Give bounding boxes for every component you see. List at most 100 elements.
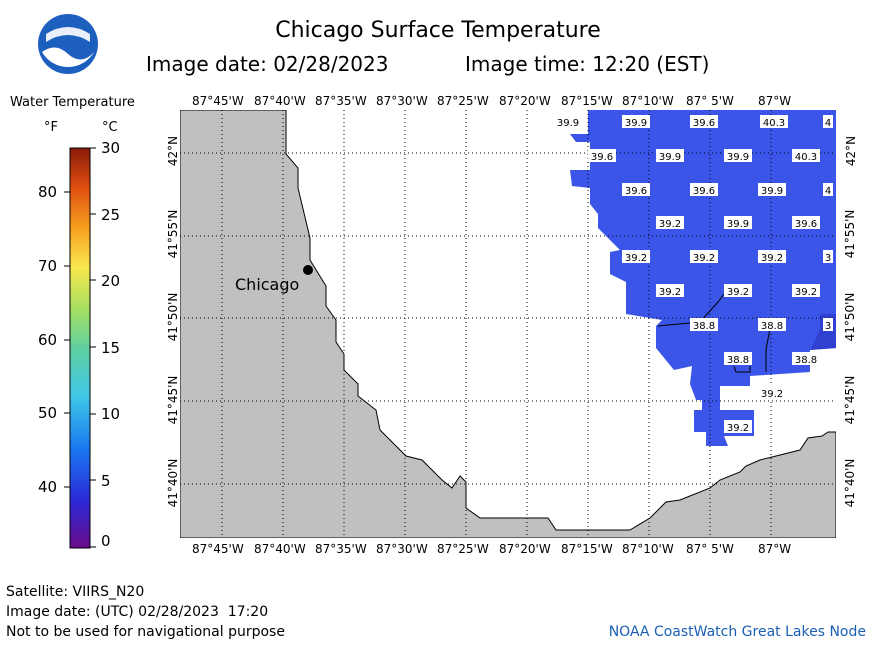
temperature-value: 39.2 [761, 253, 783, 264]
temperature-reading: 3 [823, 250, 833, 264]
temperature-reading: 38.8 [690, 318, 718, 332]
temperature-reading: 4 [823, 115, 833, 129]
temperature-reading: 39.9 [656, 149, 684, 163]
lon-label: 87°15'W [561, 94, 613, 108]
temperature-value: 39.2 [659, 287, 681, 298]
lat-label: 41°50'N [166, 292, 180, 342]
chicago-marker [303, 265, 313, 275]
c-tick: 5 [101, 472, 111, 490]
temperature-readings: 39.9 39.9 39.6 40.3 4 39.6 39.9 39.9 40.3 39.6 39.… [554, 115, 833, 434]
temperature-value: 40.3 [795, 152, 817, 163]
logo-text: NOAA [55, 40, 82, 50]
temperature-reading: 39.2 [758, 250, 786, 264]
temperature-reading: 39.2 [792, 284, 820, 298]
temperature-value: 39.2 [625, 253, 647, 264]
c-tick: 30 [101, 139, 121, 157]
temperature-reading: 40.3 [792, 149, 820, 163]
temperature-value: 3 [825, 321, 831, 332]
image-date: Image date: 02/28/2023 [146, 52, 389, 76]
celsius-unit: °C [102, 120, 118, 135]
lon-label: 87°40'W [254, 542, 306, 556]
lon-label: 87°45'W [192, 94, 244, 108]
lon-label: 87°30'W [376, 94, 428, 108]
lat-label: 41°45'N [166, 375, 180, 425]
temperature-value: 39.9 [625, 118, 647, 129]
temperature-value: 39.2 [693, 253, 715, 264]
temperature-reading: 39.2 [656, 284, 684, 298]
temperature-reading: 38.8 [792, 352, 820, 366]
temperature-value: 39.6 [625, 186, 647, 197]
lon-label: 87°10'W [622, 94, 674, 108]
temperature-reading: 39.9 [724, 216, 752, 230]
c-tick: 25 [101, 206, 121, 224]
temperature-reading: 39.2 [724, 420, 752, 434]
lon-label: 87°35'W [315, 94, 367, 108]
c-tick: 15 [101, 339, 121, 357]
lon-label: 87°40'W [254, 94, 306, 108]
map-title: Chicago Surface Temperature [275, 18, 601, 43]
temperature-value: 38.8 [727, 355, 749, 366]
temperature-reading: 39.2 [758, 386, 786, 400]
temperature-value: 38.8 [761, 321, 783, 332]
fahrenheit-unit: °F [44, 120, 58, 135]
temperature-value: 39.2 [727, 423, 749, 434]
lon-label: 87°15'W [561, 542, 613, 556]
lat-label: 41°40'N [843, 458, 857, 508]
color-scale-bar [64, 147, 96, 549]
c-tick: 20 [101, 272, 121, 290]
temperature-reading: 38.8 [758, 318, 786, 332]
lon-label: 87°W [758, 542, 792, 556]
temperature-value: 39.2 [761, 389, 783, 400]
temperature-reading: 39.2 [656, 216, 684, 230]
lon-label: 87°W [758, 94, 792, 108]
lat-label: 42°N [166, 135, 180, 167]
lon-label: 87°35'W [315, 542, 367, 556]
lon-label: 87° 5'W [686, 94, 734, 108]
lon-label: 87°20'W [499, 94, 551, 108]
temperature-value: 39.9 [727, 152, 749, 163]
temperature-reading: 39.6 [622, 183, 650, 197]
lon-label: 87°10'W [622, 542, 674, 556]
temperature-reading: 39.6 [690, 115, 718, 129]
temperature-value: 3 [825, 253, 831, 264]
lat-label: 41°50'N [843, 292, 857, 342]
temperature-value: 39.9 [659, 152, 681, 163]
f-tick: 60 [38, 331, 58, 349]
lat-label: 41°55'N [843, 209, 857, 259]
temperature-value: 4 [825, 118, 831, 129]
temperature-value: 40.3 [763, 118, 785, 129]
noaa-logo-icon: NOAA [38, 14, 98, 74]
temperature-value: 39.6 [795, 219, 817, 230]
c-tick: 10 [101, 405, 121, 423]
temperature-reading: 38.8 [724, 352, 752, 366]
temperature-reading: 39.9 [724, 149, 752, 163]
temperature-value: 39.9 [557, 118, 579, 129]
map-area: 39.9 39.9 39.6 40.3 4 39.6 39.9 39.9 40.3 39.6 39.… [180, 110, 836, 538]
lon-label: 87°20'W [499, 542, 551, 556]
lat-label: 41°45'N [843, 375, 857, 425]
lat-label: 42°N [844, 135, 858, 167]
city-label-chicago: Chicago [235, 275, 300, 294]
f-tick: 40 [38, 478, 58, 496]
temperature-reading: 3 [823, 318, 833, 332]
temperature-value: 39.2 [727, 287, 749, 298]
temperature-value: 39.6 [693, 118, 715, 129]
temperature-value: 38.8 [693, 321, 715, 332]
temperature-reading: 39.9 [758, 183, 786, 197]
temperature-value: 39.9 [727, 219, 749, 230]
temperature-value: 38.8 [795, 355, 817, 366]
f-tick: 50 [38, 404, 58, 422]
temperature-reading: 39.6 [690, 183, 718, 197]
noaa-credit: NOAA CoastWatch Great Lakes Node [608, 624, 866, 640]
lon-label: 87°45'W [192, 542, 244, 556]
temperature-reading: 39.2 [690, 250, 718, 264]
legend-title: Water Temperature [10, 95, 135, 110]
temperature-reading: 39.9 [622, 115, 650, 129]
f-tick: 70 [38, 257, 58, 275]
temperature-reading: 39.2 [724, 284, 752, 298]
c-tick: 0 [101, 532, 111, 550]
satellite-info: Satellite: VIIRS_N20 [6, 584, 145, 600]
lat-label: 41°55'N [166, 209, 180, 259]
f-tick: 80 [38, 183, 58, 201]
temperature-reading: 40.3 [760, 115, 788, 129]
